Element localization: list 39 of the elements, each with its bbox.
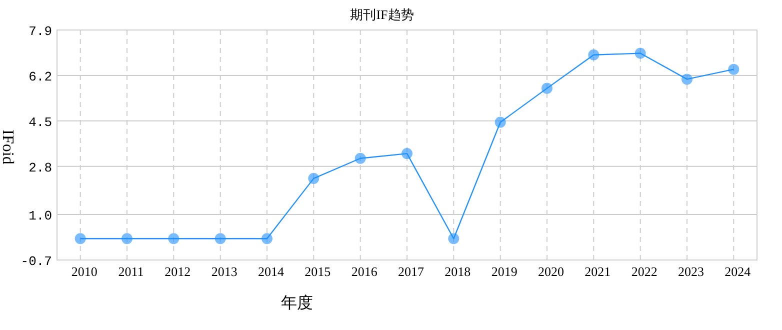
x-tick-label: 2018: [444, 264, 471, 279]
point: [262, 233, 272, 244]
x-axis-title: 年度: [281, 294, 313, 312]
point: [588, 49, 600, 60]
point: [542, 82, 552, 94]
y-tick-label: 6.2: [28, 69, 52, 84]
x-tick-label: 2015: [304, 264, 331, 279]
point: [494, 116, 506, 128]
chart-title: 期刊IF趋势: [350, 7, 414, 22]
x-tick-label: 2016: [351, 264, 378, 279]
point: [402, 148, 412, 160]
x-tick-label: 2011: [118, 264, 144, 279]
point: [74, 233, 86, 244]
y-tick-label: -0.7: [20, 254, 52, 269]
point: [728, 64, 740, 75]
y-tick-label: 1.0: [28, 208, 52, 224]
x-tick-label: 2020: [538, 264, 564, 279]
x-tick-label: 2022: [631, 264, 658, 279]
y-axis-title: IFoid: [0, 130, 16, 164]
point: [168, 233, 180, 244]
x-tick-label: 2021: [584, 264, 611, 279]
x-tick-label: 2019: [491, 264, 518, 279]
point: [214, 233, 226, 244]
x-tick-label: 2012: [164, 264, 191, 279]
point: [122, 233, 132, 244]
point: [634, 48, 646, 59]
x-tick-label: 2017: [398, 264, 424, 279]
x-tick-label: 2010: [71, 264, 98, 279]
x-tick-label: 2024: [724, 264, 752, 279]
y-tick-label: 7.9: [28, 24, 52, 39]
x-tick-label: 2023: [678, 264, 704, 279]
point: [448, 233, 460, 244]
point: [354, 152, 366, 164]
point: [682, 74, 692, 85]
point: [308, 172, 320, 184]
y-tick-label: 4.5: [28, 114, 52, 130]
y-tick-label: 2.8: [28, 160, 52, 176]
x-tick-label: 2013: [211, 264, 238, 279]
x-tick-label: 2014: [258, 264, 284, 279]
